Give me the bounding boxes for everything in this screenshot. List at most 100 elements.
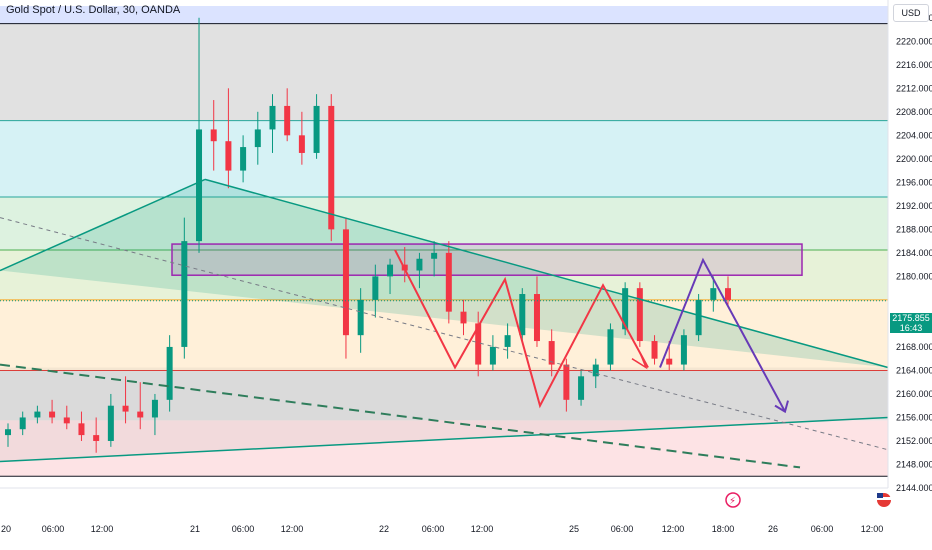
candle-body (710, 288, 717, 300)
time-tick-label: 20 (1, 524, 11, 534)
candle-body (63, 417, 70, 424)
candle-body (342, 229, 349, 336)
time-tick-label: 25 (569, 524, 579, 534)
candle-body (210, 129, 217, 142)
price-tick-label: 2148.000 (896, 459, 932, 469)
price-tick-label: 2160.000 (896, 389, 932, 399)
candle-body (78, 423, 85, 436)
alert-icon[interactable] (725, 492, 741, 508)
candle-body (695, 299, 702, 336)
candle-body (328, 105, 335, 230)
candle-body (592, 364, 599, 377)
candle-body (372, 276, 379, 300)
support-trendline (0, 416, 889, 463)
price-tick-label: 2168.000 (896, 342, 932, 352)
candle-body (489, 346, 496, 365)
time-tick-label: 06:00 (811, 524, 834, 534)
candle-body (225, 141, 232, 171)
candle-body (622, 288, 629, 330)
candlestick-series (5, 17, 731, 453)
flag-stripe (877, 497, 891, 500)
candle-body (387, 264, 394, 277)
price-tick-label: 2192.000 (896, 201, 932, 211)
price-tick-label: 2212.000 (896, 83, 932, 93)
candle-body (548, 341, 555, 365)
candle-body (166, 346, 173, 400)
time-tick-label: 06:00 (611, 524, 634, 534)
candle-body (49, 411, 56, 418)
time-tick-label: 12:00 (861, 524, 884, 534)
overlay-lines (0, 178, 889, 469)
candle-body (563, 364, 570, 400)
candle-body (122, 405, 129, 412)
candle-body (475, 323, 482, 365)
last-price: 2175.855 (892, 313, 930, 323)
candle-body (34, 411, 41, 418)
candle-body (519, 294, 526, 336)
candle-body (313, 105, 320, 153)
candle-body (284, 105, 291, 136)
price-tick-label: 2188.000 (896, 224, 932, 234)
candle-body (416, 258, 423, 271)
candle-body (636, 288, 643, 342)
triangle-fill (0, 179, 888, 368)
candle-body (181, 241, 188, 347)
flag-canton (877, 493, 883, 498)
price-zones (0, 6, 888, 477)
time-tick-label: 12:00 (662, 524, 685, 534)
projection-path (659, 257, 786, 413)
candle-body (269, 105, 276, 130)
candle-body (254, 129, 261, 148)
rising-trendline (0, 178, 206, 272)
price-zone (0, 197, 888, 250)
candle-body (19, 417, 26, 430)
candle-body (445, 252, 452, 312)
price-tick-label: 2204.000 (896, 130, 932, 140)
time-axis-panel (0, 488, 932, 550)
chart-drawings (0, 179, 888, 462)
time-tick-label: 21 (190, 524, 200, 534)
candle-body (107, 405, 114, 441)
price-zone (0, 6, 888, 24)
candle-body (196, 129, 203, 242)
time-tick-label: 12:00 (281, 524, 304, 534)
price-tick-label: 2144.000 (896, 483, 932, 493)
candle-body (680, 335, 687, 365)
price-tick-label: 2156.000 (896, 412, 932, 422)
price-zone (0, 370, 888, 421)
time-tick-label: 18:00 (712, 524, 735, 534)
time-tick-label: 06:00 (422, 524, 445, 534)
time-tick-label: 06:00 (42, 524, 65, 534)
zigzag-pattern (394, 249, 649, 409)
candle-body (504, 335, 511, 347)
projection-arrowhead (774, 400, 789, 414)
candle-body (431, 252, 438, 259)
falling-trendline (204, 178, 889, 369)
time-tick-label: 12:00 (91, 524, 114, 534)
price-tick-label: 2200.000 (896, 154, 932, 164)
price-tick-label: 2152.000 (896, 436, 932, 446)
candle-body (651, 341, 658, 359)
symbol-title: Gold Spot / U.S. Dollar, 30, OANDA (6, 4, 181, 16)
lower-wedge-fill (0, 367, 888, 462)
lightning-icon: ⚡ (729, 496, 736, 507)
candle-body (357, 299, 364, 336)
time-tick-label: 06:00 (232, 524, 255, 534)
price-zone (0, 299, 888, 371)
candle-body (460, 311, 467, 324)
zigzag-arrowhead (631, 352, 648, 370)
time-tick-label: 22 (379, 524, 389, 534)
candle-body (725, 288, 731, 300)
price-zone (0, 420, 888, 477)
currency-button[interactable]: USD (893, 4, 929, 22)
candle-body (5, 429, 11, 436)
candle-body (240, 147, 247, 171)
price-tick-label: 2208.000 (896, 107, 932, 117)
candle-body (666, 358, 673, 365)
last-price-tag: 2175.855 16:43 (890, 313, 932, 333)
candle-body (151, 399, 158, 418)
dashed-support-line (0, 363, 801, 469)
